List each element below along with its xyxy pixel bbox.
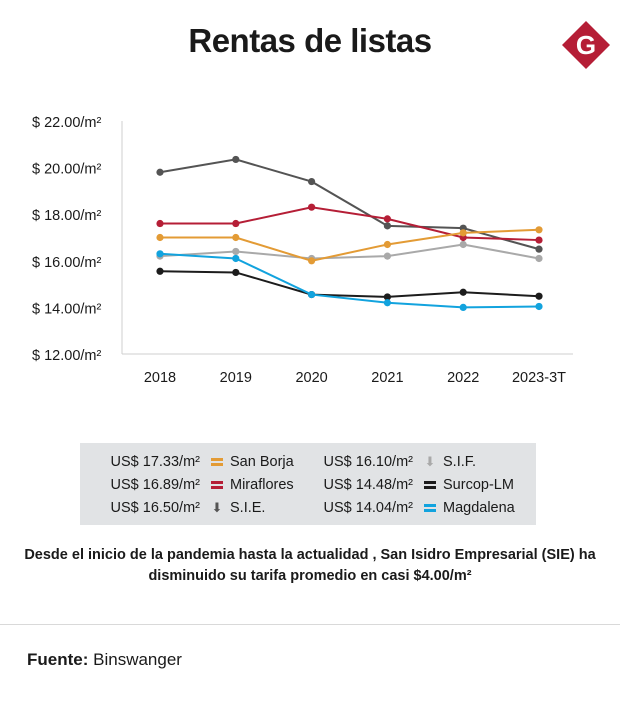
legend: US$ 17.33/m² San Borja US$ 16.89/m² Miraflo… (80, 443, 536, 525)
divider (0, 624, 620, 625)
logo-letter: G (576, 30, 596, 60)
y-tick-label: $ 14.00/m² (32, 301, 101, 317)
legend-label: S.I.F. (443, 454, 477, 470)
legend-label: Surcop-LM (443, 477, 514, 493)
data-point-s-i-e (232, 155, 240, 164)
legend-swatch-icon (423, 479, 437, 491)
legend-value: US$ 16.50/m² (110, 500, 200, 516)
x-tick-label: 2019 (220, 370, 252, 386)
legend-value: US$ 14.04/m² (323, 500, 413, 516)
down-arrow-icon: ⬇ (211, 500, 223, 515)
source-text: Binswanger (93, 650, 182, 669)
legend-value: US$ 16.10/m² (323, 454, 413, 470)
chart-title: Rentas de listas (188, 22, 432, 59)
data-point-s-i-e (156, 168, 164, 176)
data-point-s-i-f (459, 240, 467, 249)
chart-caption: Desde el inicio de la pandemia hasta la … (24, 547, 596, 584)
x-tick-label: 2023-3T (512, 370, 566, 386)
x-tick-label: 2021 (371, 370, 403, 386)
data-point-surcop-lm (535, 292, 543, 300)
data-point-san-borja (308, 257, 316, 265)
data-point-miraflores (308, 203, 316, 211)
legend-swatch-icon (210, 479, 224, 491)
series-line-surcop-lm (159, 270, 540, 298)
data-point-miraflores (156, 219, 164, 228)
data-point-san-borja (459, 229, 467, 237)
source-line: Fuente: Binswanger (27, 650, 182, 670)
gestion-logo: G (562, 21, 610, 69)
y-tick-label: $ 12.00/m² (32, 348, 101, 364)
data-point-magdalena (308, 290, 316, 299)
data-point-surcop-lm (459, 288, 467, 296)
data-point-magdalena (232, 254, 240, 263)
data-point-miraflores (535, 236, 543, 244)
y-tick-label: $ 20.00/m² (32, 162, 101, 178)
series-line-s-i-e (159, 158, 540, 251)
source-label: Fuente: (27, 650, 89, 669)
data-point-san-borja (156, 233, 164, 242)
series-line-magdalena (159, 252, 540, 309)
data-point-san-borja (232, 233, 240, 242)
data-point-magdalena (535, 302, 543, 311)
down-arrow-icon: ⬇ (424, 454, 436, 469)
data-point-s-i-f (232, 247, 240, 256)
legend-label: San Borja (230, 454, 294, 470)
data-point-surcop-lm (383, 293, 391, 301)
data-point-magdalena (156, 250, 164, 258)
series-line-san-borja (160, 228, 540, 262)
legend-swatch-icon (423, 502, 437, 514)
series-line-s-i-f (159, 243, 540, 260)
series-line-miraflores (160, 206, 540, 242)
y-tick-label: $ 16.00/m² (32, 255, 101, 271)
legend-item: US$ 16.89/m² Miraflores (80, 474, 294, 496)
legend-item: US$ 16.50/m² ⬇ S.I.E. (80, 497, 266, 519)
data-point-magdalena (459, 303, 467, 311)
legend-swatch-icon (210, 456, 224, 468)
x-tick-label: 2022 (447, 370, 479, 386)
x-tick-label: 2018 (144, 370, 176, 386)
data-point-s-i-e (383, 222, 391, 230)
legend-value: US$ 16.89/m² (110, 477, 200, 493)
data-point-san-borja (535, 226, 543, 234)
legend-value: US$ 17.33/m² (110, 454, 200, 470)
x-tick-label: 2020 (295, 370, 327, 386)
legend-value: US$ 14.48/m² (323, 477, 413, 493)
legend-label: S.I.E. (230, 500, 266, 516)
data-point-miraflores (232, 219, 240, 228)
data-point-surcop-lm (232, 268, 240, 277)
legend-label: Magdalena (443, 500, 515, 516)
data-point-s-i-f (535, 254, 543, 263)
legend-item: US$ 14.48/m² Surcop-LM (293, 474, 514, 496)
legend-item: US$ 17.33/m² San Borja (80, 451, 294, 473)
y-tick-label: $ 18.00/m² (32, 208, 101, 224)
legend-label: Miraflores (230, 477, 294, 493)
data-point-s-i-f (383, 252, 391, 260)
data-point-san-borja (383, 240, 391, 249)
y-tick-label: $ 22.00/m² (32, 115, 101, 131)
data-point-s-i-e (308, 177, 316, 186)
legend-item: US$ 14.04/m² Magdalena (293, 497, 515, 519)
logo-diamond (562, 21, 610, 69)
data-point-s-i-e (535, 245, 543, 253)
data-point-miraflores (383, 215, 391, 223)
data-point-surcop-lm (156, 267, 164, 275)
legend-item: US$ 16.10/m² ⬇ S.I.F. (293, 451, 477, 473)
data-point-magdalena (383, 299, 391, 307)
line-chart: $ 12.00/m² $ 14.00/m² $ 16.00/m² $ 18.00/m²… (32, 115, 573, 386)
